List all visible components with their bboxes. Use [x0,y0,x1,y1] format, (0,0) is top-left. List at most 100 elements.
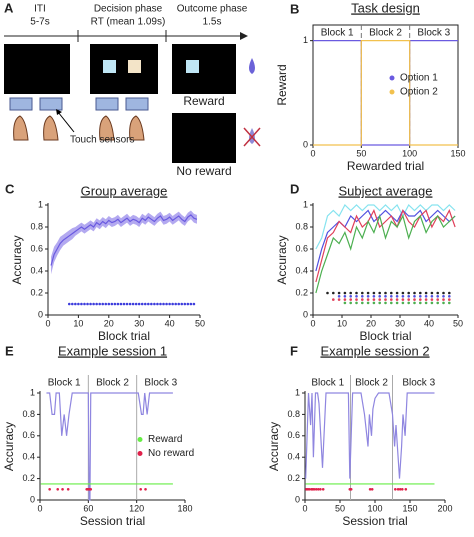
block-label: Block 3 [417,28,450,39]
y-tick-label: 0.8 [295,221,308,231]
outcome-label: No reward [176,164,231,178]
marker [448,298,451,301]
marker [343,298,347,301]
marker [378,301,382,305]
marker [361,298,364,301]
marker [314,488,318,491]
marker [139,488,142,491]
marker [128,302,132,306]
touch-sensor [9,97,33,111]
marker [394,488,397,491]
marker [413,301,416,305]
x-tick-label: 0 [45,318,50,328]
chart-title: Example session 1 [58,343,167,358]
marker [95,302,98,306]
marker [355,301,358,305]
marker [401,301,405,305]
marker [401,291,405,295]
block-label: Block 3 [144,378,177,389]
y-tick-label: 0.6 [30,243,43,253]
marker [83,302,86,306]
legend-label: Option 1 [400,73,438,84]
marker [150,302,153,306]
marker [107,302,111,306]
marker [326,291,329,295]
x-tick-label: 30 [395,318,405,328]
y-tick-label: 1 [30,387,35,397]
x-axis-label: Session trial [342,514,407,528]
marker [370,488,374,491]
block-label: Block 1 [48,378,81,389]
marker [77,302,80,306]
outcome-label: Reward [183,94,224,108]
block-label: Block 2 [355,378,388,389]
marker [66,488,70,491]
phase-duration: 5-7s [30,17,49,28]
chart-title: Group average [81,183,168,198]
screen [172,44,236,94]
hand [43,115,59,141]
y-tick-label: 1 [303,199,308,209]
marker [419,298,422,301]
marker [343,295,347,298]
x-tick-label: 20 [104,318,114,328]
series-line [50,214,198,266]
marker [349,291,353,295]
marker [424,301,428,305]
marker [401,488,404,491]
marker [89,302,92,306]
series-line [315,204,456,250]
x-tick-label: 50 [195,318,205,328]
marker [366,295,370,298]
marker [174,302,177,306]
screen [172,113,236,163]
marker [448,291,451,295]
marker [92,302,95,306]
panel-letter: A [4,0,14,15]
marker [424,295,428,298]
y-axis-label: Accuracy [267,422,281,471]
marker [390,301,393,305]
panel-a: A ITI 5-7s Decision phase RT (mean 1.09s… [4,0,261,178]
y-tick-label: 0.4 [287,452,300,462]
marker [186,302,190,306]
y-tick-label: 0.8 [22,409,35,419]
marker [143,302,147,306]
x-tick-label: 40 [165,318,175,328]
marker [61,488,64,491]
marker [317,488,320,491]
marker [140,302,144,306]
marker [101,302,105,306]
marker [119,302,123,306]
marker [110,302,114,306]
x-tick-label: 0 [302,503,307,513]
plot-frame [312,24,459,146]
marker [332,291,335,295]
legend-marker [389,75,395,81]
marker [430,301,434,305]
marker [372,295,376,298]
series-line [313,40,458,146]
marker [401,295,405,298]
marker [436,295,440,298]
marker [401,298,405,301]
marker [430,291,434,295]
block-label: Block 2 [96,378,129,389]
marker [413,295,416,298]
marker [337,291,341,295]
marker [307,488,311,491]
y-tick-label: 0.4 [30,265,43,275]
marker [384,301,387,305]
marker [448,301,451,305]
screen [4,44,70,94]
panel-letter: C [5,181,15,196]
marker [189,302,193,306]
chart-panel: F Example session 2 Session trial Accuracy 0… [267,343,452,528]
marker [349,298,353,301]
y-tick-label: 0.2 [295,287,308,297]
panel-letter: D [290,181,299,196]
y-tick-label: 0 [30,494,35,504]
marker [442,295,445,298]
